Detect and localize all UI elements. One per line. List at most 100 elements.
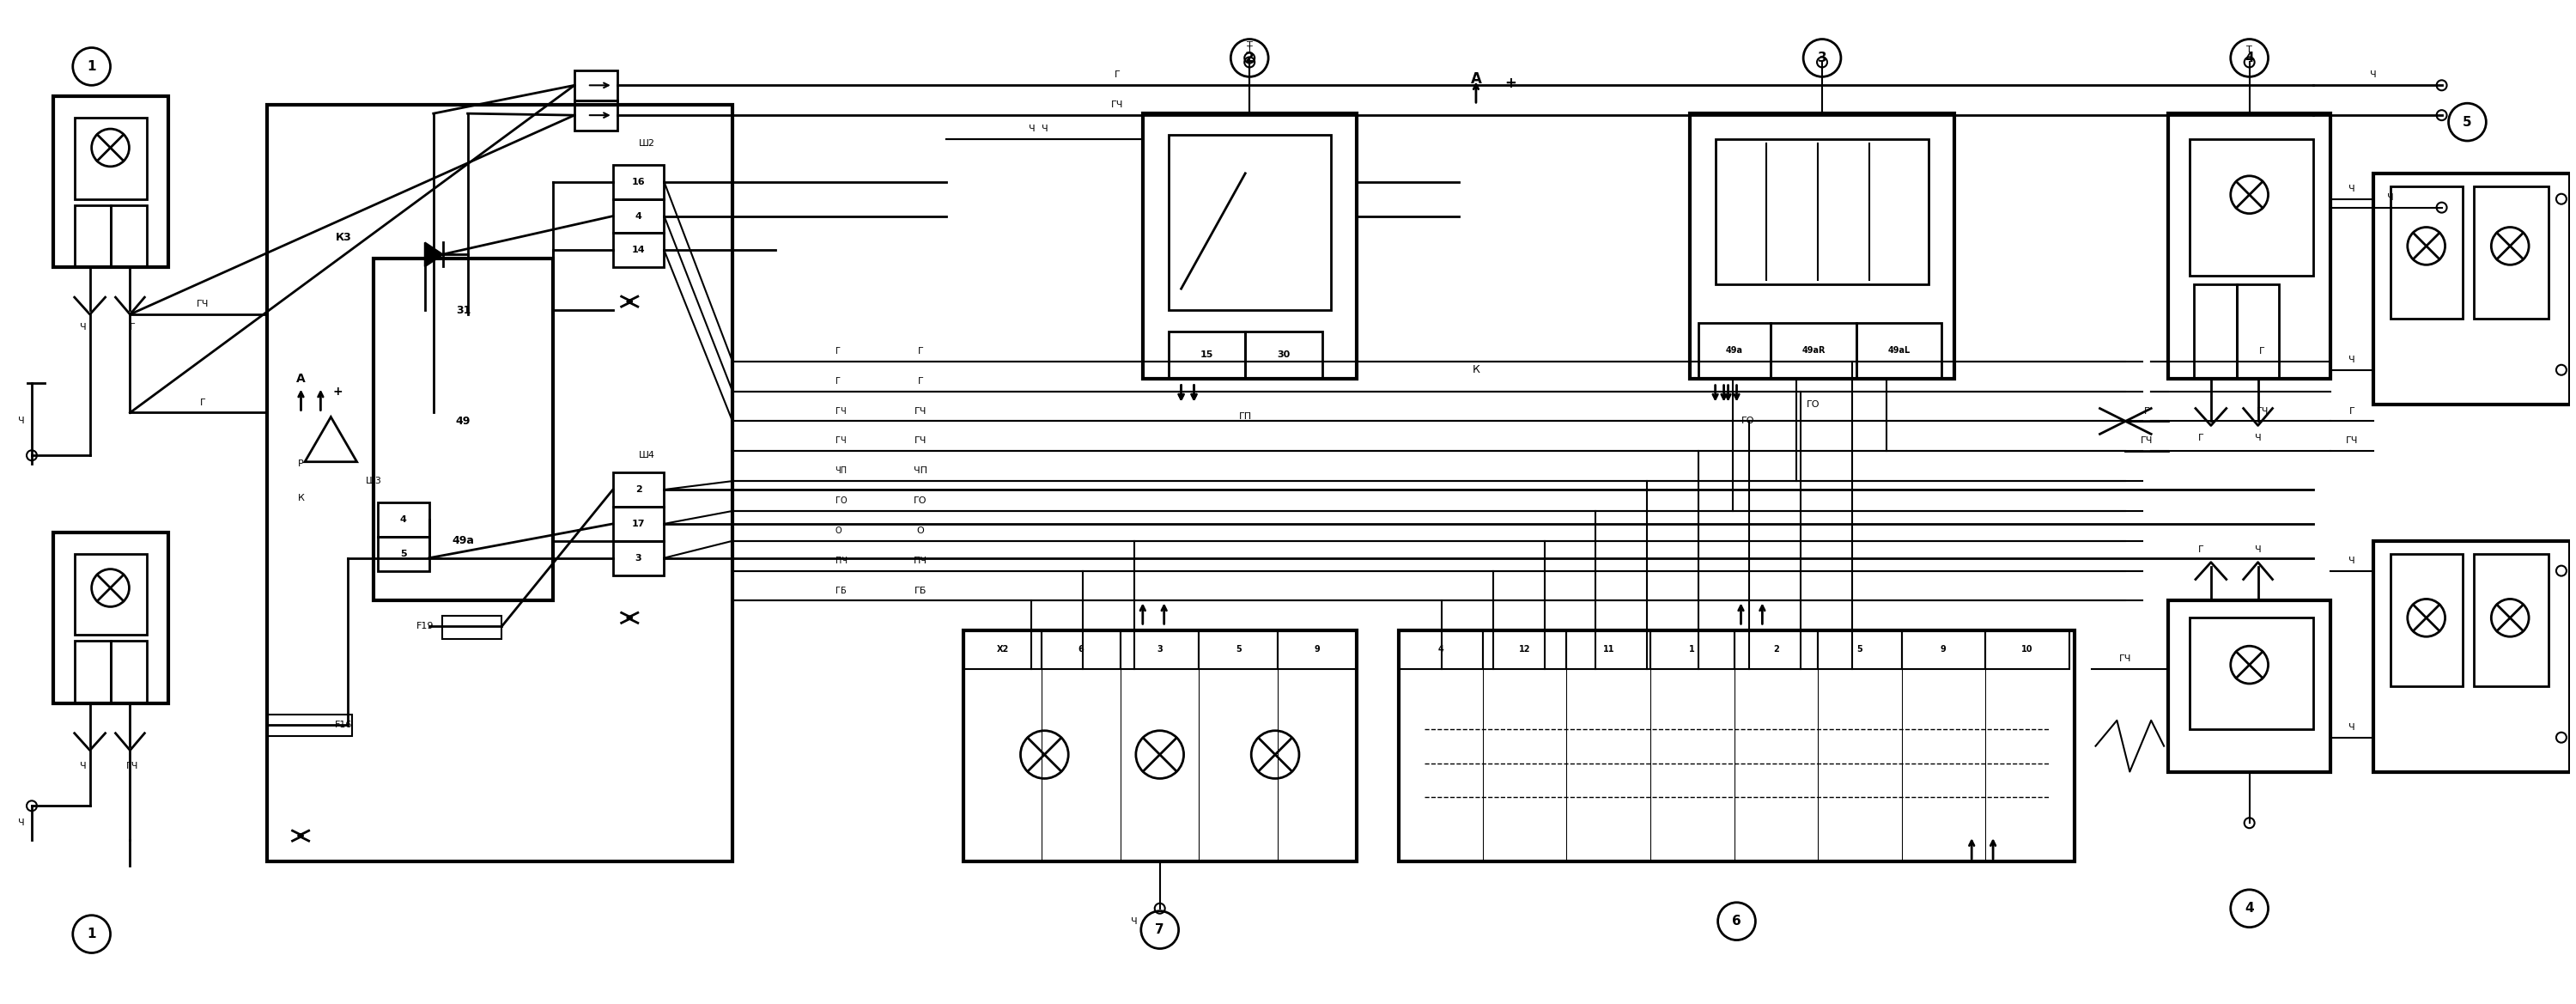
Text: ГЧ: ГЧ: [1110, 100, 1123, 109]
Bar: [1278, 631, 1358, 669]
Text: Ч: Ч: [80, 323, 88, 331]
Text: О: О: [835, 526, 842, 535]
Bar: [963, 631, 1041, 669]
Text: Ш2: Ш2: [639, 140, 654, 148]
Text: К3: К3: [335, 232, 353, 243]
Text: 49аR: 49аR: [1801, 346, 1826, 355]
Bar: [379, 502, 430, 536]
Text: Г: Г: [917, 346, 922, 355]
Text: ЧП: ЧП: [835, 467, 848, 475]
Bar: [1566, 631, 1651, 669]
Text: 7: 7: [1154, 924, 1164, 937]
Text: 5: 5: [1236, 646, 1242, 654]
Text: 1: 1: [88, 60, 95, 73]
Text: О: О: [917, 526, 925, 535]
Text: 15: 15: [1200, 350, 1213, 359]
Text: Ч: Ч: [2254, 545, 2262, 554]
Bar: [2391, 186, 2463, 318]
Text: 5: 5: [1857, 646, 1862, 654]
Text: Ч: Ч: [2254, 434, 2262, 443]
Text: Г: Г: [917, 376, 922, 386]
Bar: [2372, 174, 2571, 405]
Text: Х2: Х2: [997, 646, 1010, 654]
Bar: [1716, 140, 1929, 284]
Bar: [613, 165, 665, 199]
Bar: [613, 507, 665, 541]
Text: Ч: Ч: [2349, 723, 2354, 732]
Text: Г: Г: [2197, 545, 2202, 554]
Text: 17: 17: [631, 519, 644, 528]
Bar: [268, 715, 353, 736]
Text: 1: 1: [1690, 646, 1695, 654]
Text: 2: 2: [1244, 51, 1255, 64]
Bar: [379, 536, 430, 571]
Bar: [443, 616, 502, 640]
Text: Ч: Ч: [2370, 70, 2378, 79]
Text: ГО: ГО: [1741, 417, 1754, 426]
Text: Ч: Ч: [2349, 355, 2354, 364]
Text: ГЧ: ГЧ: [914, 407, 927, 416]
Text: Т: Т: [1247, 41, 1252, 49]
Bar: [111, 641, 147, 703]
Text: 4: 4: [2244, 902, 2254, 915]
Text: ЧП: ЧП: [914, 467, 927, 475]
Text: ГП: ГП: [1239, 413, 1252, 422]
Text: Г: Г: [129, 323, 137, 331]
Text: 5: 5: [399, 549, 407, 558]
Bar: [574, 100, 618, 131]
Text: Ч: Ч: [2349, 556, 2354, 565]
Text: 3: 3: [1819, 51, 1826, 64]
Bar: [1484, 631, 1566, 669]
Text: А: А: [296, 372, 307, 385]
Bar: [75, 117, 147, 199]
Text: Ч: Ч: [1028, 124, 1036, 134]
Bar: [1651, 631, 1734, 669]
Text: +: +: [1504, 76, 1517, 91]
Text: ГО: ГО: [835, 496, 848, 505]
Text: ГЧ: ГЧ: [2257, 407, 2269, 416]
Bar: [613, 473, 665, 507]
Text: ГБ: ГБ: [914, 586, 927, 594]
Bar: [1399, 631, 1484, 669]
Bar: [2190, 617, 2313, 729]
Text: Ч: Ч: [2388, 193, 2393, 202]
Text: Ч: Ч: [18, 818, 26, 827]
Text: 3: 3: [636, 553, 641, 562]
Text: Г: Г: [835, 346, 840, 355]
Text: 4: 4: [2244, 51, 2254, 64]
Text: Г: Г: [2143, 407, 2151, 416]
Text: 10: 10: [2022, 646, 2032, 654]
Bar: [2391, 554, 2463, 686]
Text: 6: 6: [1731, 915, 1741, 928]
Bar: [1819, 631, 1901, 669]
Text: Т: Т: [2246, 45, 2251, 53]
Bar: [1041, 631, 1121, 669]
Text: 4: 4: [636, 212, 641, 220]
Bar: [1901, 631, 1986, 669]
Text: ГЧ: ГЧ: [835, 437, 845, 445]
Text: Ч: Ч: [80, 761, 88, 770]
Text: К: К: [299, 494, 304, 502]
Bar: [1244, 331, 1321, 379]
Text: Г: Г: [201, 399, 206, 407]
Bar: [1698, 323, 1770, 379]
Bar: [2169, 600, 2331, 772]
Text: 9: 9: [1314, 646, 1319, 654]
Text: Г: Г: [2259, 346, 2264, 355]
Text: 31: 31: [456, 304, 471, 315]
Bar: [963, 631, 1358, 861]
Text: ГЧ: ГЧ: [2347, 437, 2357, 445]
Bar: [1986, 631, 2069, 669]
Text: F19: F19: [417, 622, 433, 631]
Bar: [1857, 323, 1942, 379]
Text: ПЧ: ПЧ: [914, 556, 927, 565]
Text: Г: Г: [1115, 70, 1121, 79]
Text: 49а: 49а: [1726, 346, 1744, 355]
Text: Ч: Ч: [2349, 185, 2354, 193]
Text: 2: 2: [1772, 646, 1780, 654]
Text: 49: 49: [456, 416, 471, 427]
Text: ГЧ: ГЧ: [914, 437, 927, 445]
Text: Ч: Ч: [18, 417, 26, 426]
Bar: [75, 641, 111, 703]
Text: ГБ: ГБ: [835, 586, 845, 594]
